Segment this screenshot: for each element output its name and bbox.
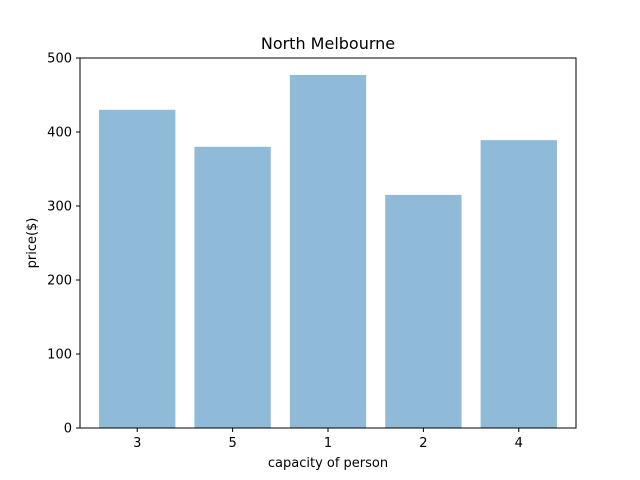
bar-5 — [194, 146, 271, 429]
y-tick-label: 300 — [47, 200, 72, 215]
bar-2 — [385, 194, 462, 428]
y-tick-label: 0 — [64, 422, 72, 437]
x-axis-ticks: 3 5 1 2 4 — [133, 428, 523, 451]
y-tick-label: 200 — [47, 274, 72, 289]
y-tick-label: 400 — [47, 126, 72, 141]
y-tick-label: 100 — [47, 348, 72, 363]
chart-title: North Melbourne — [261, 34, 395, 53]
x-tick-label: 1 — [324, 436, 332, 451]
y-axis-ticks: 0 100 200 300 400 500 — [47, 52, 80, 437]
x-axis-label: capacity of person — [268, 456, 388, 471]
y-axis-label: price($) — [25, 218, 40, 269]
plot-frame — [79, 57, 577, 429]
bar-4 — [480, 140, 557, 428]
y-tick-label: 500 — [47, 52, 72, 67]
x-tick-label: 3 — [133, 436, 141, 451]
x-tick-label: 2 — [419, 436, 427, 451]
bar-1 — [289, 75, 367, 429]
x-tick-label: 4 — [515, 436, 523, 451]
bar-3 — [99, 109, 176, 429]
bars-group — [99, 75, 557, 429]
x-tick-label: 5 — [228, 436, 236, 451]
